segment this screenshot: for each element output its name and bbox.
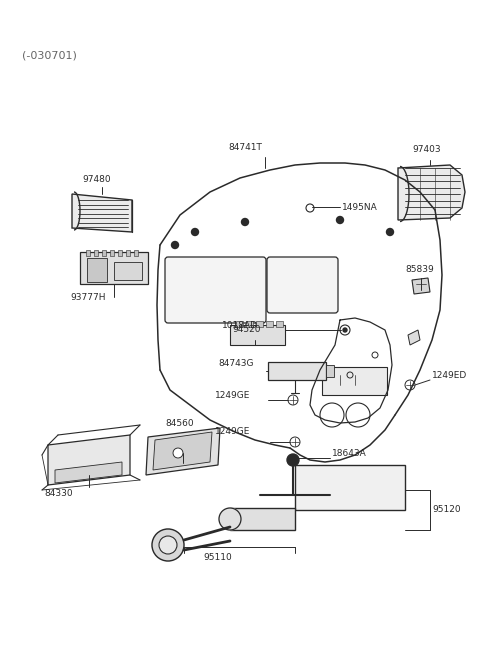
Polygon shape xyxy=(72,194,132,232)
Bar xyxy=(322,367,387,395)
FancyBboxPatch shape xyxy=(165,257,266,323)
Circle shape xyxy=(386,229,394,236)
Text: 95120: 95120 xyxy=(432,506,461,514)
Polygon shape xyxy=(408,330,420,345)
Text: 1495NA: 1495NA xyxy=(342,202,378,212)
Circle shape xyxy=(152,529,184,561)
Circle shape xyxy=(241,219,249,225)
Text: 18643A: 18643A xyxy=(332,449,367,458)
Text: 97403: 97403 xyxy=(412,145,441,153)
Text: (-030701): (-030701) xyxy=(22,50,77,60)
Text: 84743G: 84743G xyxy=(218,360,253,369)
Bar xyxy=(236,321,243,327)
Polygon shape xyxy=(153,432,212,470)
Bar xyxy=(94,250,98,256)
Circle shape xyxy=(290,437,300,447)
Bar xyxy=(295,465,405,510)
Bar xyxy=(86,250,90,256)
Circle shape xyxy=(405,380,415,390)
Bar xyxy=(256,321,263,327)
Circle shape xyxy=(219,508,241,530)
Bar xyxy=(102,250,106,256)
Text: 97480: 97480 xyxy=(82,174,110,183)
Polygon shape xyxy=(398,165,465,220)
Bar xyxy=(246,321,253,327)
FancyBboxPatch shape xyxy=(80,252,148,284)
Circle shape xyxy=(192,229,199,236)
Polygon shape xyxy=(55,462,122,483)
Bar xyxy=(266,321,273,327)
Text: 84560: 84560 xyxy=(165,419,193,428)
Polygon shape xyxy=(146,428,220,475)
Circle shape xyxy=(159,536,177,554)
Text: 94520: 94520 xyxy=(232,326,261,335)
Bar xyxy=(87,258,107,282)
Text: 1249ED: 1249ED xyxy=(432,371,467,379)
Circle shape xyxy=(287,454,299,466)
Text: 93777H: 93777H xyxy=(70,293,106,303)
Circle shape xyxy=(306,204,314,212)
Circle shape xyxy=(288,395,298,405)
Bar xyxy=(230,508,295,530)
FancyBboxPatch shape xyxy=(267,257,338,313)
Bar xyxy=(134,250,138,256)
Polygon shape xyxy=(48,435,130,485)
Bar xyxy=(126,250,130,256)
Circle shape xyxy=(343,328,347,332)
Circle shape xyxy=(340,325,350,335)
Text: 1249GE: 1249GE xyxy=(215,390,251,400)
Bar xyxy=(110,250,114,256)
Bar xyxy=(276,321,283,327)
Polygon shape xyxy=(412,278,430,294)
Text: 84741T: 84741T xyxy=(228,143,262,153)
Circle shape xyxy=(171,242,179,248)
Text: 85839: 85839 xyxy=(405,265,434,274)
Circle shape xyxy=(173,448,183,458)
Circle shape xyxy=(336,217,344,223)
Text: 84330: 84330 xyxy=(44,489,72,498)
Bar xyxy=(326,365,334,377)
Bar xyxy=(118,250,122,256)
Bar xyxy=(230,325,285,345)
Bar xyxy=(268,362,326,380)
Text: 1249GE: 1249GE xyxy=(215,428,251,436)
Text: 1018AD: 1018AD xyxy=(222,320,258,329)
Bar xyxy=(114,262,142,280)
Text: 95110: 95110 xyxy=(204,553,232,563)
